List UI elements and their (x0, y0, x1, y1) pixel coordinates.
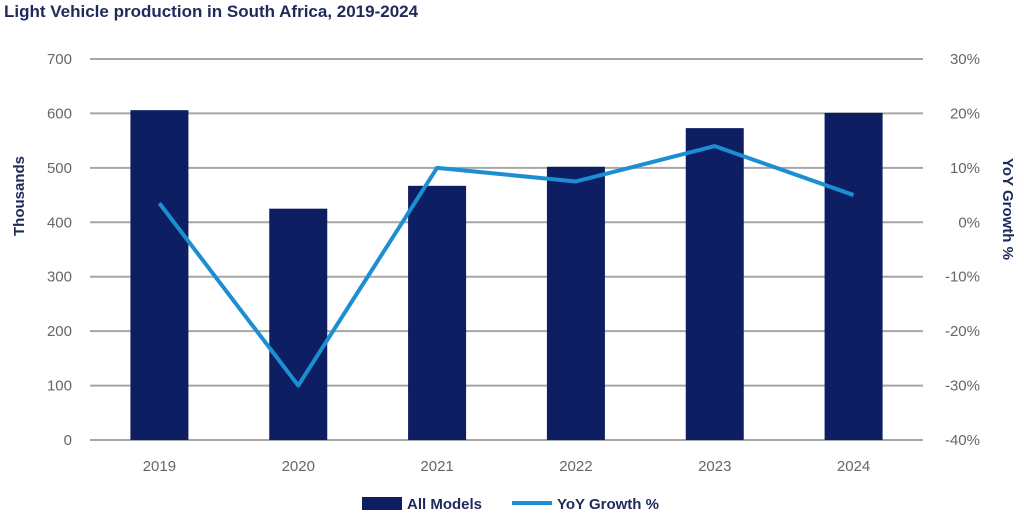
yoy-growth-line (157, 144, 855, 388)
y2-tick-label: 20% (950, 105, 980, 122)
chart-title: Light Vehicle production in South Africa… (4, 2, 419, 21)
bar (685, 128, 744, 441)
y-tick-label: 100 (47, 378, 72, 395)
y2-tick-label: -20% (945, 323, 980, 340)
y2-tick-label: 30% (950, 51, 980, 68)
legend-label-all-models: All Models (407, 496, 482, 513)
legend-label-yoy-growth: YoY Growth % (557, 496, 659, 513)
bar (824, 112, 883, 441)
bar (546, 166, 605, 441)
x-tick-label: 2021 (420, 458, 453, 475)
y-tick-label: 600 (47, 105, 72, 122)
y2-tick-label: 0% (958, 214, 980, 231)
bar (269, 208, 328, 440)
bar (408, 185, 467, 440)
y2-axis-title: YoY Growth % (999, 158, 1016, 260)
y2-tick-label: -10% (945, 269, 980, 286)
y-tick-label: 700 (47, 51, 72, 68)
y2-tick-label: 10% (950, 160, 980, 177)
x-tick-label: 2024 (837, 458, 870, 475)
y-tick-label: 300 (47, 269, 72, 286)
y2-tick-label: -40% (945, 432, 980, 449)
x-tick-label: 2020 (282, 458, 315, 475)
y2-tick-label: -30% (945, 378, 980, 395)
x-tick-label: 2019 (143, 458, 176, 475)
y-tick-label: 400 (47, 214, 72, 231)
y-axis-title: Thousands (11, 156, 28, 236)
bar (130, 110, 189, 441)
x-tick-label: 2022 (559, 458, 592, 475)
legend-swatch-all-models (362, 497, 402, 510)
y-tick-label: 0 (64, 432, 72, 449)
x-tick-label: 2023 (698, 458, 731, 475)
y-tick-label: 200 (47, 323, 72, 340)
y-tick-label: 500 (47, 160, 72, 177)
